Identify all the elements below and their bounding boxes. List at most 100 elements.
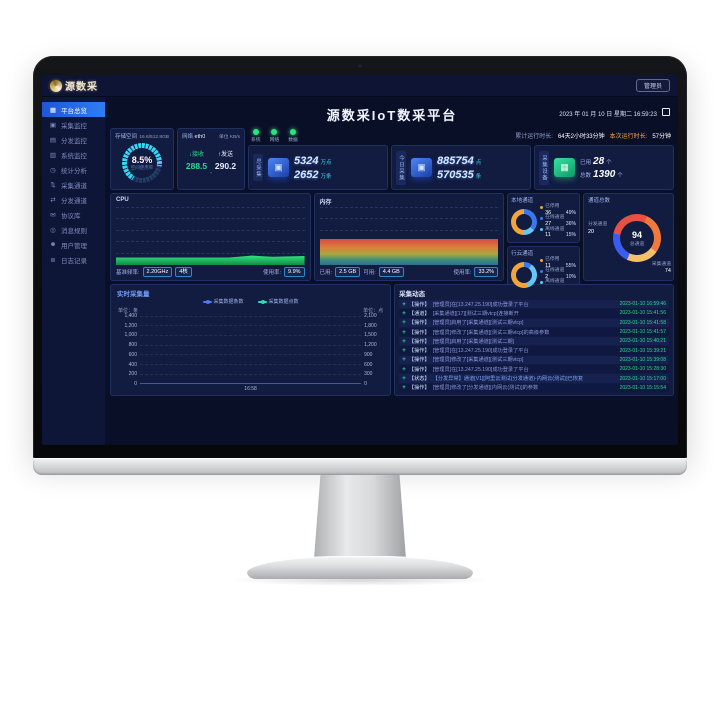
dispatch-channel-icon: ⇄ — [50, 196, 56, 204]
monitor-stand-neck — [314, 475, 406, 559]
down-arrow-icon: ↓ — [188, 152, 192, 158]
recv-text: 接收 — [191, 152, 204, 158]
sidebar-item-system-monitor[interactable]: ▥ 系统监控 — [42, 147, 105, 162]
log-row[interactable]: + 【状态】 【分发异常】通道[V1][阿里云测试(分发通道)-内网云(测试)]… — [399, 374, 669, 383]
title-bar: 源数采IoT数采平台 2023 年 01 月 10 日 星期二 16:59:23 — [110, 97, 674, 128]
log-tag: 【操作】 — [408, 385, 430, 392]
plus-icon: + — [402, 356, 406, 364]
legend-series-rows[interactable]: 采集数据条数 — [202, 298, 244, 305]
database-cube-icon: ▣ — [268, 158, 289, 177]
log-timestamp: 2023-01-10 15:41:56 — [619, 310, 666, 317]
memory-title: 内存 — [319, 200, 332, 206]
sidebar-item-label: 用户管理 — [61, 242, 87, 250]
collect-channel-icon: ⇅ — [50, 181, 56, 189]
y-tick: 1,400 — [124, 313, 137, 319]
sidebar-item-dispatch-channel[interactable]: ⇄ 分发通道 — [42, 192, 105, 207]
log-row[interactable]: + 【操作】 [管理员]启用了[采集通道][测试二期] 2023-01-10 1… — [399, 337, 669, 346]
log-row[interactable]: + 【操作】 [管理员]修改了[采集通道][测试三期vtcp] 2023-01-… — [399, 355, 669, 365]
sidebar-item-collect-monitor[interactable]: ▣ 采集监控 — [42, 117, 105, 132]
log-text: [管理员]修改了[分发通道][内网云(测试)]的参数 — [432, 385, 539, 392]
total-points-unit: 万点 — [320, 159, 332, 166]
y-tick: 800 — [128, 342, 137, 349]
cpu-freq-label: 基准频率: — [116, 270, 140, 276]
realtime-panel: 实时采集量 采集数据条数 采集数据点数 单 — [110, 284, 392, 396]
sidebar-item-label: 消息规则 — [61, 227, 87, 235]
sidebar-item-message-rules[interactable]: ◎ 消息规则 — [42, 222, 105, 237]
devices-total-label: 总数 — [580, 172, 592, 179]
fullscreen-icon[interactable] — [662, 108, 670, 116]
cpu-usage-value: 9.9% — [284, 267, 305, 277]
total-collect-tab: 总采集 — [253, 153, 263, 182]
realtime-legend: 采集数据条数 采集数据点数 — [117, 298, 384, 305]
status-label: 网络 — [269, 137, 280, 143]
total-rows-value: 2652 — [294, 168, 319, 181]
recv-label: ↓接收 — [189, 149, 204, 158]
uptime-session-label: 本次运行时长: — [609, 134, 648, 140]
devices-card: 采集设备 ▦ 已用 28 个 总数 — [534, 145, 674, 190]
channel-total-center: 94 总通道 — [613, 214, 661, 262]
log-row[interactable]: + 【操作】 [管理员]在[13.247.25.190]成功登录了平台 2023… — [399, 300, 669, 309]
log-row[interactable]: + 【通道】 [采集通道][17][测试三期vtcp]连接断开 2023-01-… — [399, 309, 669, 318]
dispatch-callout: 分发通道 20 — [588, 222, 607, 236]
sidebar-item-protocol-lib[interactable]: ✉ 协议库 — [42, 207, 105, 222]
channel-column: 本地通道 已停用 36 49% 在线通道 — [507, 193, 580, 296]
y-tick: 1,500 — [364, 332, 377, 339]
log-row[interactable]: + 【操作】 [管理员]修改了[分发通道][内网云(测试)]的参数 2023-0… — [399, 383, 669, 392]
green-dot-icon — [271, 128, 278, 135]
y-tick: 600 — [128, 351, 137, 358]
memory-usage-area — [319, 239, 499, 265]
sidebar-item-collect-channel[interactable]: ⇅ 采集通道 — [42, 177, 105, 192]
log-row[interactable]: + 【操作】 [管理员]在[13.247.25.190]成功登录了平台 2023… — [399, 346, 669, 355]
sidebar-item-label: 日志记录 — [61, 257, 87, 265]
memory-free-value: 4.4 GB — [378, 267, 404, 277]
admin-button[interactable]: 管理员 — [635, 79, 670, 92]
sidebar-item-user-manage[interactable]: ☻ 用户管理 — [42, 237, 105, 252]
storage-title: 存储空间 — [115, 134, 138, 140]
memory-used-label: 已用: — [319, 270, 333, 276]
log-row[interactable]: + 【操作】 [管理员]在[13.247.25.190]成功登录了平台 2023… — [399, 365, 669, 374]
log-timestamp: 2023-01-10 15:41:58 — [619, 319, 666, 326]
channel-total-title: 通道总数 — [587, 198, 610, 204]
sidebar-item-dispatch-monitor[interactable]: ▤ 分发监控 — [42, 132, 105, 147]
log-tag: 【操作】 — [408, 329, 430, 336]
bottom-row: 实时采集量 采集数据条数 采集数据点数 单 — [110, 284, 674, 396]
plus-icon: + — [402, 309, 406, 317]
sidebar-item-statistics[interactable]: ◷ 统计分析 — [42, 162, 105, 177]
log-text: [管理员]在[13.247.25.190]成功登录了平台 — [432, 301, 529, 308]
sidebar-item-logs[interactable]: ≣ 日志记录 — [42, 252, 105, 267]
plus-icon: + — [402, 328, 406, 336]
today-collect-tab: 今日采集 — [396, 150, 406, 185]
line-marker-icon — [202, 299, 212, 304]
stats-row: 存储空间 16.6/512.8GB 8.5% 空间使用率 — [110, 128, 674, 190]
plus-icon: + — [402, 347, 406, 355]
sidebar-item-overview[interactable]: ▦ 平台总览 — [42, 102, 105, 117]
log-tag: 【操作】 — [408, 348, 430, 355]
collect-callout: 采集通道 74 — [652, 262, 671, 276]
log-text: [管理员]启用了[采集通道][测试三期vtcp] — [432, 320, 524, 327]
status-network: 网络 — [269, 128, 280, 143]
today-rows-unit: 条 — [475, 173, 482, 180]
legend-label: 离线通道 — [545, 279, 565, 285]
sidebar-item-label: 分发监控 — [61, 137, 87, 145]
legend-series-points[interactable]: 采集数据点数 — [257, 298, 299, 305]
memory-usage-label: 使用率: — [453, 270, 472, 276]
total-collect-card: 总采集 ▣ 5324 万点 2652 万条 — [248, 145, 388, 190]
legend-value: 36 — [545, 209, 552, 216]
log-row[interactable]: + 【操作】 [管理员]启用了[采集通道][测试三期vtcp] 2023-01-… — [399, 318, 669, 327]
legend-value: 2 — [545, 273, 549, 280]
log-tag: 【状态】 — [408, 376, 430, 383]
x-axis-tick: 16:58 — [244, 386, 257, 392]
log-tag: 【操作】 — [408, 366, 430, 373]
dispatch-monitor-icon: ▤ — [49, 136, 57, 144]
realtime-plot: 1,400 2,100 1,200 1,800 1,000 1,500 800 1,20… — [117, 313, 384, 387]
system-row: CPU 基准频率: 2.20GHz 4核 使用率: — [110, 193, 674, 296]
sidebar-item-label: 统计分析 — [61, 167, 87, 175]
memory-panel: 内存 已用: 2.5 GB 可用: 4.4 GB — [313, 193, 505, 281]
channel-total-donut — [613, 214, 661, 262]
today-points-unit: 点 — [475, 159, 482, 166]
legend-row: 已停用 11 55% — [540, 257, 576, 269]
sidebar-item-label: 系统监控 — [61, 152, 87, 160]
status-label: 数据 — [288, 137, 298, 143]
log-row[interactable]: + 【操作】 [管理员]修改了[采集通道][测试三期vtcp]的高级参数 202… — [399, 327, 669, 337]
network-pager-dot[interactable]: - — [209, 170, 213, 177]
